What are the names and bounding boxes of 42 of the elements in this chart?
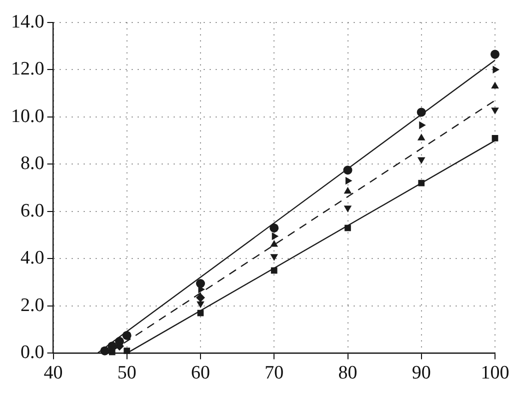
x-tick-label: 70 [264, 362, 284, 384]
x-tick-label: 50 [117, 362, 136, 384]
point [490, 50, 500, 59]
point [196, 278, 205, 288]
x-tick-label: 80 [338, 362, 358, 384]
y-tick-label: 8.0 [20, 153, 44, 174]
point [270, 254, 278, 261]
point [492, 66, 500, 74]
point [196, 293, 205, 302]
y-tick-label: 0.0 [20, 342, 44, 364]
point [124, 348, 130, 354]
point [417, 157, 426, 164]
point [416, 108, 426, 117]
point [492, 135, 498, 142]
point [344, 186, 352, 194]
point [196, 301, 204, 308]
y-tick-label: 12.0 [11, 58, 44, 80]
x-tick-label: 100 [480, 362, 510, 384]
point [270, 267, 278, 274]
point [272, 232, 279, 240]
point [115, 336, 124, 346]
y-tick-label: 14.0 [11, 11, 44, 32]
point [419, 121, 426, 130]
point [270, 240, 278, 247]
point [100, 346, 110, 356]
point [346, 176, 352, 185]
point [344, 224, 351, 232]
point [343, 166, 352, 175]
point [418, 180, 425, 186]
point [122, 330, 132, 340]
x-tick-label: 40 [44, 362, 63, 384]
point [491, 82, 499, 88]
x-tick-label: 60 [191, 362, 210, 384]
point [344, 206, 352, 212]
y-tick-label: 6.0 [20, 200, 44, 222]
y-tick-label: 2.0 [20, 294, 44, 316]
point [417, 134, 426, 140]
x-tick-label: 90 [412, 362, 431, 384]
point [491, 108, 499, 114]
point [270, 223, 279, 232]
y-tick-label: 10.0 [11, 106, 44, 127]
y-tick-label: 4.0 [20, 248, 44, 269]
